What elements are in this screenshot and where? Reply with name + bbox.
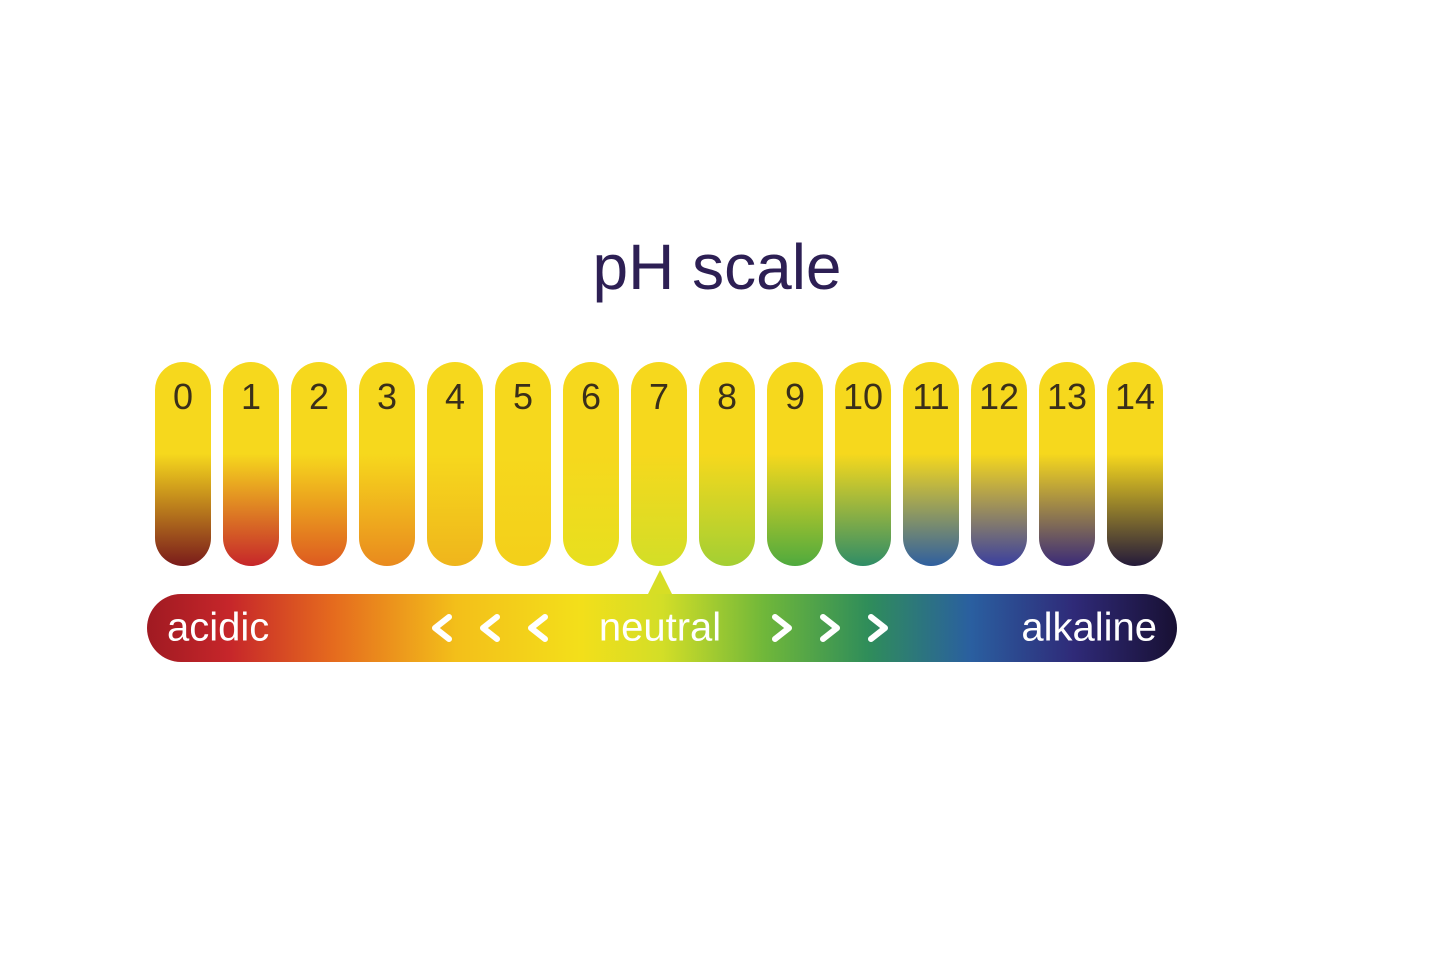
arrows-left [431,613,549,643]
chevron-left-icon [527,613,549,643]
ph-bar-label: 8 [699,376,755,418]
ph-bar-label: 11 [903,376,959,418]
ph-bar-2: 2 [291,362,347,566]
ph-bar-12: 12 [971,362,1027,566]
ph-bar-label: 13 [1039,376,1095,418]
ph-bar-7: 7 [631,362,687,566]
label-alkaline: alkaline [1021,606,1157,651]
ph-bar-5: 5 [495,362,551,566]
ph-bar-label: 14 [1107,376,1163,418]
chevron-left-icon [479,613,501,643]
ph-bar-14: 14 [1107,362,1163,566]
ph-scale-diagram: pH scale 01234567891011121314 acidic neu… [0,0,1434,980]
ph-bar-label: 0 [155,376,211,418]
chevron-right-icon [771,613,793,643]
ph-bar-label: 1 [223,376,279,418]
ph-bar-label: 7 [631,376,687,418]
ph-bars: 01234567891011121314 [155,362,1169,566]
ph-bar-4: 4 [427,362,483,566]
neutral-pointer [647,570,673,596]
ph-bar-11: 11 [903,362,959,566]
label-acidic: acidic [167,606,269,651]
spectrum-band: acidic neutral alkaline [147,594,1177,662]
title: pH scale [0,230,1434,304]
ph-bar-9: 9 [767,362,823,566]
chevron-right-icon [867,613,889,643]
ph-bar-label: 12 [971,376,1027,418]
ph-bar-label: 3 [359,376,415,418]
ph-bar-label: 4 [427,376,483,418]
arrows-right [771,613,889,643]
ph-bar-10: 10 [835,362,891,566]
ph-bar-label: 5 [495,376,551,418]
chevron-left-icon [431,613,453,643]
chevron-right-icon [819,613,841,643]
ph-bar-0: 0 [155,362,211,566]
ph-bar-1: 1 [223,362,279,566]
ph-bar-3: 3 [359,362,415,566]
ph-bar-label: 10 [835,376,891,418]
ph-bar-label: 9 [767,376,823,418]
label-neutral: neutral [599,606,721,651]
ph-bar-8: 8 [699,362,755,566]
ph-bar-label: 2 [291,376,347,418]
ph-bar-13: 13 [1039,362,1095,566]
ph-bar-label: 6 [563,376,619,418]
ph-bar-6: 6 [563,362,619,566]
